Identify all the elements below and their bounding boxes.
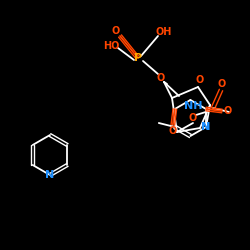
Text: N: N [45,170,54,180]
Text: O: O [196,75,204,85]
Text: N: N [202,122,210,132]
Text: O: O [157,73,165,83]
Text: NH: NH [184,101,203,111]
Text: O: O [224,106,232,116]
Text: N: N [202,122,210,132]
Text: HO: HO [103,41,119,51]
Text: OH: OH [156,27,172,37]
Text: O: O [189,113,197,123]
Text: P: P [134,53,142,63]
Text: O: O [112,26,120,36]
Text: O: O [169,126,177,136]
Text: O: O [218,79,226,89]
